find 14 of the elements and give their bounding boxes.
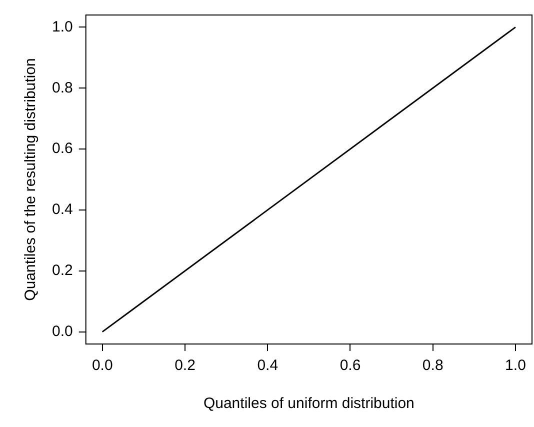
y-tick-label: 0.4 <box>52 201 73 218</box>
x-tick-label: 0.2 <box>174 357 196 374</box>
x-tick-label: 0.4 <box>257 357 278 374</box>
y-tick-label: 0.2 <box>52 262 73 280</box>
x-tick-label: 0.8 <box>422 357 444 374</box>
y-tick-label: 1.0 <box>52 18 73 36</box>
x-tick-label: 1.0 <box>505 357 526 374</box>
x-axis-title: Quantiles of uniform distribution <box>203 395 414 412</box>
y-tick-label: 0.6 <box>52 140 73 158</box>
y-axis-title: Quantiles of the resulting distribution <box>22 58 40 301</box>
y-tick-label: 0.0 <box>52 322 73 340</box>
y-tick-label: 0.8 <box>52 79 73 96</box>
x-tick-label: 0.0 <box>92 357 113 374</box>
x-tick-label: 0.6 <box>340 357 361 374</box>
